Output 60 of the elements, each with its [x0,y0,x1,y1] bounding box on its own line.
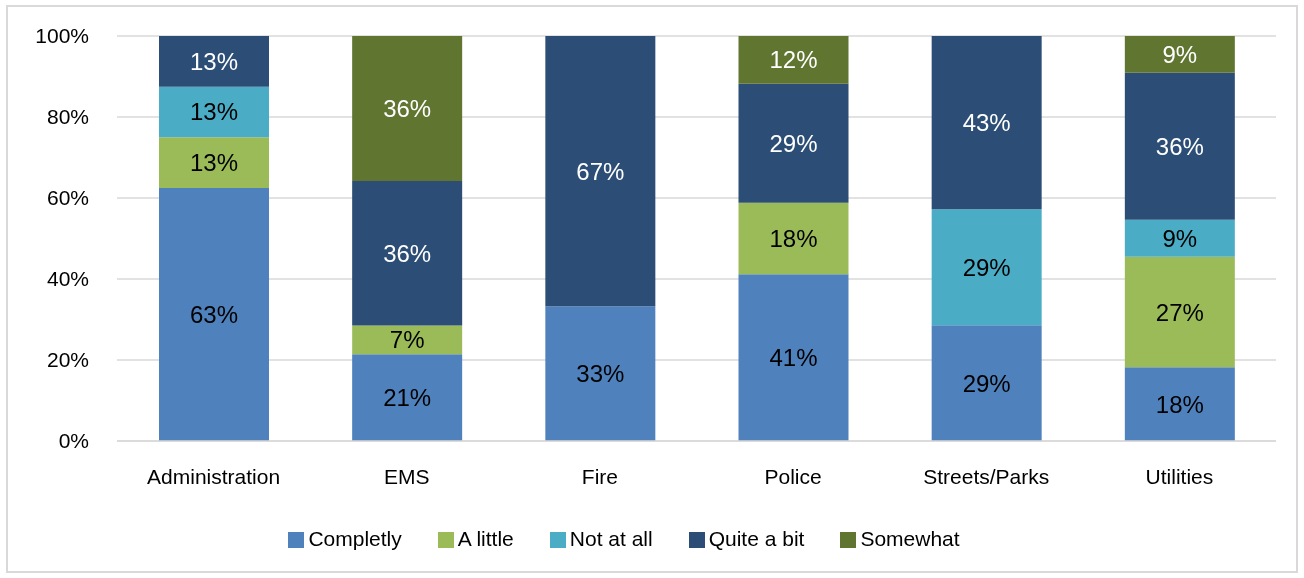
y-tick-label: 60% [46,186,89,210]
x-tick-label: Fire [581,464,618,488]
bar [931,209,1042,326]
bar [159,36,269,87]
bar [545,36,656,307]
legend-label: A little [457,527,514,550]
bar [159,86,269,138]
bar [1124,367,1235,441]
legend-label: Somewhat [860,527,960,550]
bar [1124,72,1235,220]
bar [1124,256,1235,368]
bar [1124,36,1235,73]
data-label: 18% [1155,390,1204,418]
data-label: 36% [383,239,432,267]
y-tick-label: 100% [35,24,89,48]
y-tick-label: 40% [46,267,89,291]
bar [545,306,656,441]
data-label: 36% [1155,132,1204,160]
data-label: 27% [1155,298,1204,326]
legend-label: Completly [308,527,402,550]
data-label: 9% [1162,40,1198,68]
data-label: 7% [389,326,425,354]
bar [738,274,849,441]
data-label: 33% [576,360,625,388]
x-tick-label: Police [764,464,822,488]
x-tick-label: Utilities [1145,464,1214,488]
bar [159,137,269,188]
data-label: 13% [189,98,239,126]
bar [738,36,849,84]
data-label: 36% [383,95,432,122]
bar [352,180,463,326]
data-label: 18% [769,225,818,252]
bar [738,83,849,203]
x-tick-label: EMS [383,464,430,488]
bar [159,187,269,441]
x-tick-label: Streets/Parks [923,464,1050,488]
bar [1124,219,1235,257]
data-label: 13% [189,149,239,177]
data-label: 29% [962,369,1011,397]
data-label: 29% [962,253,1011,281]
legend-label: Quite a bit [708,527,805,550]
data-label: 21% [383,384,432,412]
y-tick-label: 20% [46,348,89,372]
data-label: 29% [769,129,818,157]
bar [931,36,1042,210]
bar [352,36,463,181]
y-tick-label: 0% [58,429,89,453]
data-label: 43% [962,109,1011,137]
bar [738,202,849,275]
data-label: 13% [189,47,239,75]
data-label: 67% [576,157,625,185]
data-label: 9% [1162,224,1198,252]
data-label: 41% [769,344,818,372]
y-tick-label: 80% [46,105,89,129]
bar [352,354,463,441]
bar [931,325,1042,441]
x-tick-label: Administration [147,464,281,488]
legend-label: Not at all [569,527,653,550]
data-label: 12% [769,46,818,74]
data-label: 63% [189,300,239,328]
